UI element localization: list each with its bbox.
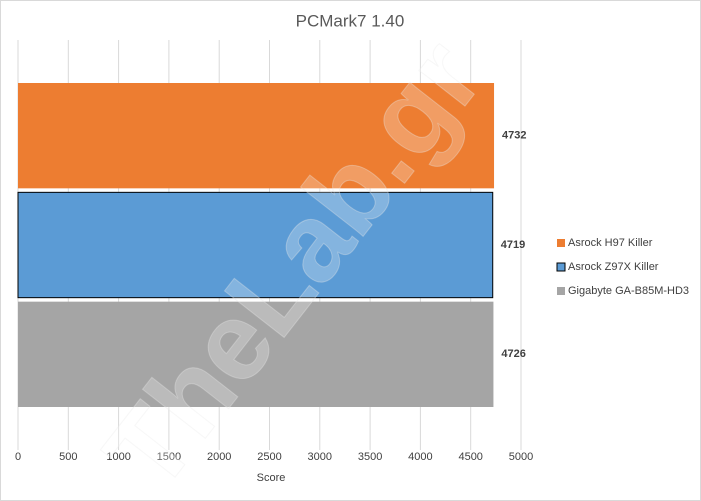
x-tick-label: 1500 [157, 451, 181, 463]
chart-title: PCMark7 1.40 [296, 11, 405, 30]
x-tick-label: 5000 [509, 451, 533, 463]
bar [18, 301, 494, 407]
x-tick-label: 2500 [257, 451, 281, 463]
legend-swatch [557, 239, 565, 247]
x-tick-label: 4500 [458, 451, 482, 463]
bar [17, 191, 494, 299]
legend-label: Gigabyte GA-B85M-HD3 [568, 285, 689, 297]
x-tick-label: 3000 [308, 451, 332, 463]
legend-swatch [557, 287, 565, 295]
x-tick-label: 3500 [358, 451, 382, 463]
x-tick-label: 1000 [106, 451, 130, 463]
legend-swatch [556, 262, 566, 272]
x-tick-label: 2000 [207, 451, 231, 463]
x-tick-label: 4000 [408, 451, 432, 463]
x-axis-label: Score [257, 472, 286, 484]
x-tick-label: 500 [59, 451, 77, 463]
value-label: 4726 [501, 348, 525, 360]
value-label: 4719 [501, 239, 525, 251]
value-label: 4732 [502, 130, 526, 142]
bar [18, 83, 495, 189]
legend-label: Asrock Z97X Killer [568, 261, 659, 273]
x-tick-label: 0 [15, 451, 21, 463]
legend-label: Asrock H97 Killer [568, 237, 653, 249]
